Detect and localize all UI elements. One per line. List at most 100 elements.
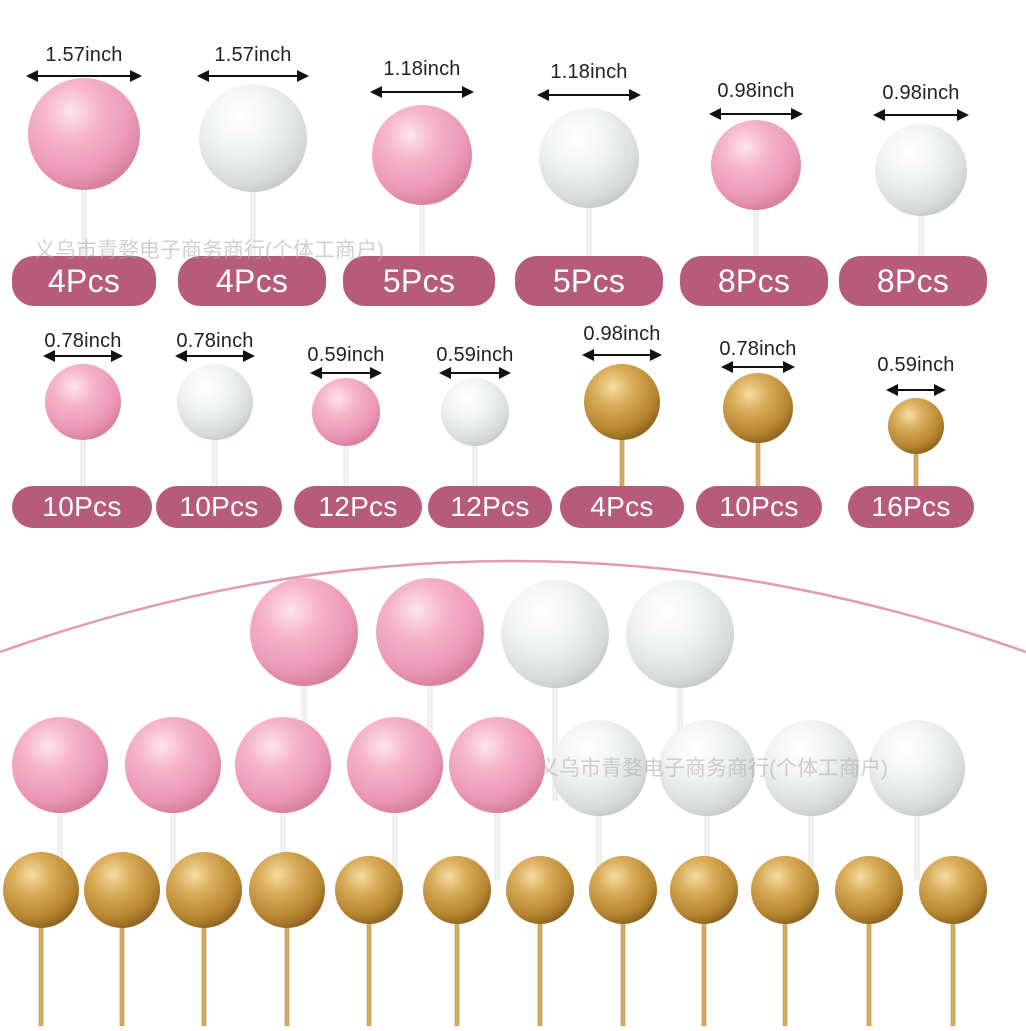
quantity-badge: 8Pcs: [839, 256, 987, 306]
pink-ball: [312, 378, 380, 446]
topper-stick: [950, 919, 956, 1027]
topper-stick: [119, 923, 125, 1027]
watermark-text: 义乌市青婺电子商务商行(个体工商户): [34, 239, 384, 262]
quantity-badge: 10Pcs: [156, 486, 282, 528]
product-variant-white: [197, 70, 309, 259]
size-label: 0.98inch: [882, 82, 960, 104]
topper-stick: [366, 919, 372, 1027]
quantity-badge: 8Pcs: [680, 256, 828, 306]
quantity-badge: 4Pcs: [560, 486, 684, 528]
size-label: 0.98inch: [717, 80, 795, 102]
gold-ball: [835, 856, 903, 924]
quantity-badge: 4Pcs: [178, 256, 326, 306]
white-ball: [659, 720, 755, 816]
topper-stick: [755, 438, 761, 489]
gold-ball: [670, 856, 738, 924]
quantity-badge: 5Pcs: [515, 256, 663, 306]
product-variant-gold: [721, 361, 795, 489]
display-topper-white: [501, 580, 609, 801]
display-topper-pink: [449, 717, 545, 881]
product-variant-white: [439, 367, 511, 489]
display-topper-gold: [335, 856, 403, 1027]
white-ball: [199, 84, 307, 192]
gold-ball: [84, 852, 160, 928]
product-variant-gold: [582, 349, 662, 489]
product-variant-pink: [370, 86, 474, 259]
topper-stick: [914, 811, 920, 881]
white-ball: [626, 580, 734, 688]
gold-ball: [723, 373, 793, 443]
size-label: 0.59inch: [877, 354, 955, 376]
gold-ball: [751, 856, 819, 924]
product-variant-gold: [886, 384, 946, 489]
gold-ball: [335, 856, 403, 924]
topper-stick: [913, 449, 919, 489]
gold-ball: [423, 856, 491, 924]
size-label: 1.18inch: [383, 58, 461, 80]
topper-stick: [419, 200, 425, 259]
pink-ball: [125, 717, 221, 813]
display-topper-gold: [84, 852, 160, 1027]
white-ball: [869, 720, 965, 816]
quantity-badge: 12Pcs: [428, 486, 552, 528]
topper-stick: [586, 203, 592, 259]
product-variant-white: [537, 89, 641, 259]
pink-ball: [235, 717, 331, 813]
topper-stick: [701, 919, 707, 1027]
product-variant-pink: [310, 367, 382, 489]
display-topper-white: [551, 720, 647, 881]
topper-stick: [619, 435, 625, 489]
display-topper-pink: [235, 717, 331, 881]
gold-ball: [919, 856, 987, 924]
display-topper-gold: [751, 856, 819, 1027]
gold-ball: [3, 852, 79, 928]
white-ball: [501, 580, 609, 688]
pink-ball: [28, 78, 140, 190]
topper-stick: [212, 435, 218, 489]
white-ball: [551, 720, 647, 816]
decorative-arc: [0, 559, 1026, 654]
display-topper-gold: [423, 856, 491, 1027]
topper-stick: [38, 923, 44, 1027]
display-topper-pink: [125, 717, 221, 881]
watermark-text: 义乌市青婺电子商务商行(个体工商户): [538, 757, 888, 780]
display-topper-white: [869, 720, 965, 881]
white-ball: [875, 124, 967, 216]
product-variant-pink: [43, 350, 123, 489]
size-label: 1.57inch: [214, 44, 292, 66]
size-label: 0.78inch: [719, 338, 797, 360]
display-topper-gold: [919, 856, 987, 1027]
topper-stick: [494, 808, 500, 881]
quantity-badge: 16Pcs: [848, 486, 974, 528]
display-topper-white: [659, 720, 755, 881]
pink-ball: [376, 578, 484, 686]
pink-ball: [347, 717, 443, 813]
size-label: 0.59inch: [307, 344, 385, 366]
display-topper-gold: [166, 852, 242, 1027]
topper-stick: [866, 919, 872, 1027]
product-variant-pink: [709, 108, 803, 259]
topper-stick: [782, 919, 788, 1027]
pink-ball: [45, 364, 121, 440]
display-topper-pink: [347, 717, 443, 881]
topper-stick: [753, 205, 759, 259]
gold-ball: [249, 852, 325, 928]
size-label: 0.98inch: [583, 323, 661, 345]
gold-ball: [166, 852, 242, 928]
gold-ball: [589, 856, 657, 924]
display-topper-gold: [670, 856, 738, 1027]
quantity-badge: 12Pcs: [294, 486, 422, 528]
size-label: 0.59inch: [436, 344, 514, 366]
display-topper-gold: [506, 856, 574, 1027]
display-topper-gold: [249, 852, 325, 1027]
gold-ball: [888, 398, 944, 454]
gold-ball: [506, 856, 574, 924]
display-topper-gold: [3, 852, 79, 1027]
white-ball: [177, 364, 253, 440]
topper-stick: [620, 919, 626, 1027]
topper-stick: [537, 919, 543, 1027]
size-label: 0.78inch: [176, 330, 254, 352]
pink-ball: [250, 578, 358, 686]
